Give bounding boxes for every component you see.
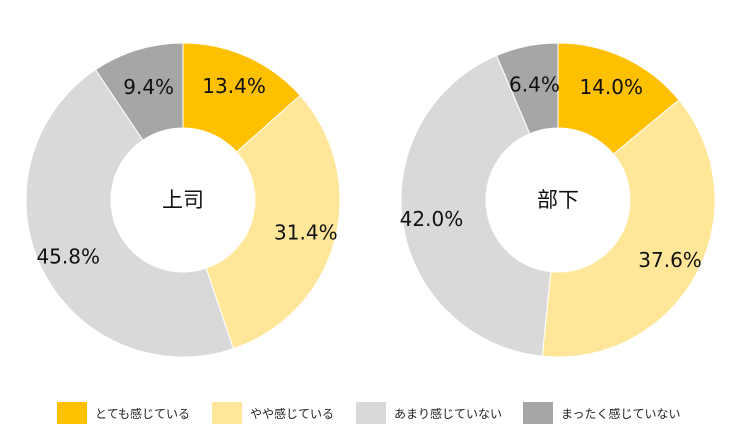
legend-item-somewhat: やや感じている <box>212 402 334 424</box>
slice-somewhat <box>205 94 341 350</box>
legend-swatch-somewhat <box>212 402 242 424</box>
legend-label-not-at-all: まったく感じていない <box>561 406 681 421</box>
slice-not-much <box>400 54 552 357</box>
legend-label-very: とても感じている <box>95 406 191 421</box>
donut-center-title: 部下 <box>537 188 579 212</box>
data-label-very: 14.0% <box>579 75 643 99</box>
data-label-somewhat: 37.6% <box>638 248 702 272</box>
data-label-not-much: 42.0% <box>400 207 464 231</box>
data-label-not-much: 45.8% <box>36 245 100 269</box>
legend: とても感じている やや感じている あまり感じていない まったく感じていない <box>0 402 737 432</box>
donut-2: 14.0% 37.6% 42.0% 6.4% 部下 <box>400 42 716 358</box>
slice-not-at-all <box>495 42 559 135</box>
slice-not-at-all <box>94 42 184 141</box>
slice-somewhat <box>541 99 716 358</box>
legend-item-very: とても感じている <box>57 402 190 424</box>
legend-item-not-at-all: まったく感じていない <box>523 402 681 424</box>
donut-center-title: 上司 <box>162 188 204 212</box>
legend-swatch-not-much <box>356 402 386 424</box>
legend-item-not-much: あまり感じていない <box>356 402 502 424</box>
legend-swatch-very <box>57 402 87 424</box>
data-label-very: 13.4% <box>202 74 266 98</box>
data-label-not-at-all: 9.4% <box>123 75 174 99</box>
slice-not-much <box>25 68 235 358</box>
data-label-somewhat: 31.4% <box>274 220 338 244</box>
legend-label-not-much: あまり感じていない <box>394 406 503 421</box>
legend-label-somewhat: やや感じている <box>250 406 335 421</box>
legend-swatch-not-at-all <box>523 402 553 424</box>
donut-1: 13.4% 31.4% 45.8% 9.4% 上司 <box>25 42 341 358</box>
data-label-not-at-all: 6.4% <box>509 72 560 96</box>
donut-charts: 13.4% 31.4% 45.8% 9.4% 上司 14.0% 37.6% 42.0% 6.4%… <box>25 42 716 358</box>
slice-very <box>557 42 680 155</box>
